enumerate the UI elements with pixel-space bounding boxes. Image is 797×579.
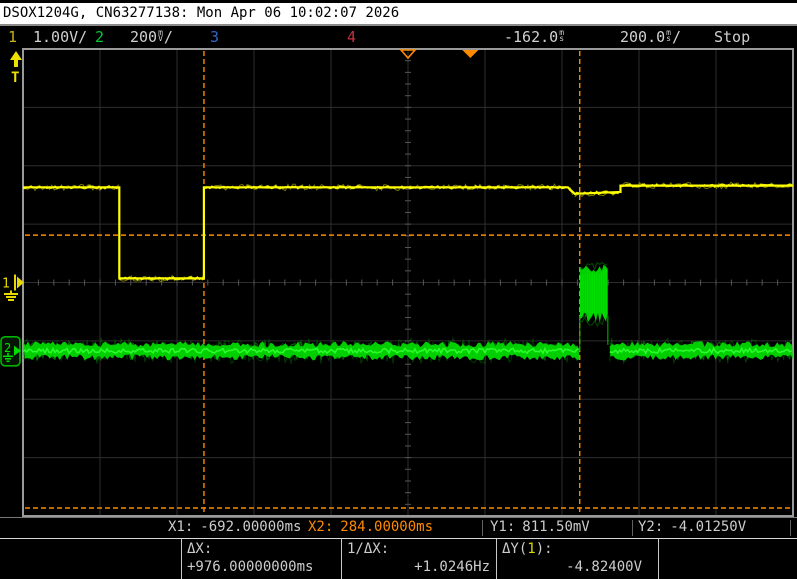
ch2-ground-marker: 2 — [0, 335, 21, 367]
trigger-point-marker — [462, 50, 479, 58]
channel-2-scale-suffix: / — [163, 28, 173, 46]
unit-bottom: V — [158, 34, 163, 43]
readout-divider — [482, 520, 483, 536]
channel-4-label: 4 — [347, 28, 357, 46]
unit-top: m — [158, 27, 163, 37]
dy-label: ΔY(1): — [502, 541, 553, 557]
x2-readout: X2: 284.00000ms — [308, 518, 433, 537]
delta-readout-bar: ΔX: +976.00000000ms 1/ΔX: +1.0246Hz ΔY(1… — [0, 538, 797, 579]
delay-value: -162.0 — [504, 28, 559, 46]
run-state-indicator: Stop — [714, 28, 751, 46]
readout-divider — [632, 520, 633, 536]
x1-label: X1: — [168, 519, 194, 535]
y2-label: Y2: — [638, 519, 664, 535]
svg-text:1: 1 — [2, 277, 10, 292]
dx-value: +976.00000000ms — [187, 559, 314, 575]
scope-screen: T 1 2 — [0, 48, 797, 517]
channel-2-label: 2 — [95, 28, 105, 46]
y1-value: 811.50mV — [522, 519, 590, 535]
x2-label: X2: — [308, 519, 334, 535]
y1-label: Y1: — [490, 519, 516, 535]
status-bar: 1 1.00V/ 2 200 m V/ 3 4 -162.0 m s 200.0 m s / … — [0, 26, 797, 48]
y2-readout: Y2: -4.01250V — [638, 518, 746, 537]
channel-1-label: 1 — [8, 28, 18, 46]
unit-top: m — [559, 27, 565, 37]
readout-divider — [658, 539, 659, 579]
ch1-trace — [22, 181, 793, 283]
readout-divider — [496, 539, 497, 579]
trigger-time-ref-marker — [399, 49, 417, 60]
invdx-value: +1.0246Hz — [414, 559, 490, 575]
y2-value: -4.01250V — [670, 519, 747, 535]
dy-suffix: ): — [535, 541, 553, 557]
readout-divider — [341, 539, 342, 579]
channel-3-label: 3 — [210, 28, 220, 46]
ch1-ground-marker: 1 — [2, 274, 24, 301]
dx-label: ΔX: — [187, 541, 213, 557]
x1-value: -692.00000ms — [200, 519, 302, 535]
x1-readout: X1: -692.00000ms — [168, 518, 301, 537]
title-bar: DSOX1204G, CN63277138: Mon Apr 06 10:02:… — [0, 3, 797, 24]
unit-top: m — [666, 27, 671, 37]
timebase-suffix: / — [671, 28, 682, 46]
x2-value: 284.00000ms — [340, 519, 434, 535]
svg-text:2: 2 — [4, 341, 11, 355]
readout-divider — [181, 539, 182, 579]
ch2-trace — [22, 261, 793, 366]
timebase-value: 200.0 — [620, 28, 666, 46]
timebase-readout: 200.0 m s / — [620, 26, 681, 48]
graticule-canvas: T 1 2 — [0, 48, 794, 517]
channel-1-scale: 1.00V/ — [33, 28, 88, 46]
readout-divider — [790, 520, 791, 536]
dy-prefix: ΔY( — [502, 541, 528, 557]
title-bar-divider — [0, 24, 797, 26]
y1-readout: Y1: 811.50mV — [490, 518, 590, 537]
unit-bottom: s — [666, 34, 671, 43]
trigger-level-indicator: T — [10, 51, 22, 86]
unit-bottom: s — [559, 34, 565, 43]
graticule-grid — [22, 48, 794, 517]
channel-2-scale-value: 200 — [130, 28, 158, 46]
invdx-label: 1/ΔX: — [347, 541, 390, 557]
dy-value: -4.82400V — [566, 559, 642, 575]
title-text: DSOX1204G, CN63277138: Mon Apr 06 10:02:… — [3, 5, 400, 21]
dy-channel: 1 — [527, 541, 536, 557]
delay-readout: -162.0 m s — [504, 26, 565, 48]
channel-2-scale: 200 m V / — [130, 26, 173, 48]
svg-text:T: T — [11, 70, 19, 86]
cursor-readout-bar: X1: -692.00000ms X2: 284.00000ms Y1: 811.50… — [0, 517, 797, 538]
